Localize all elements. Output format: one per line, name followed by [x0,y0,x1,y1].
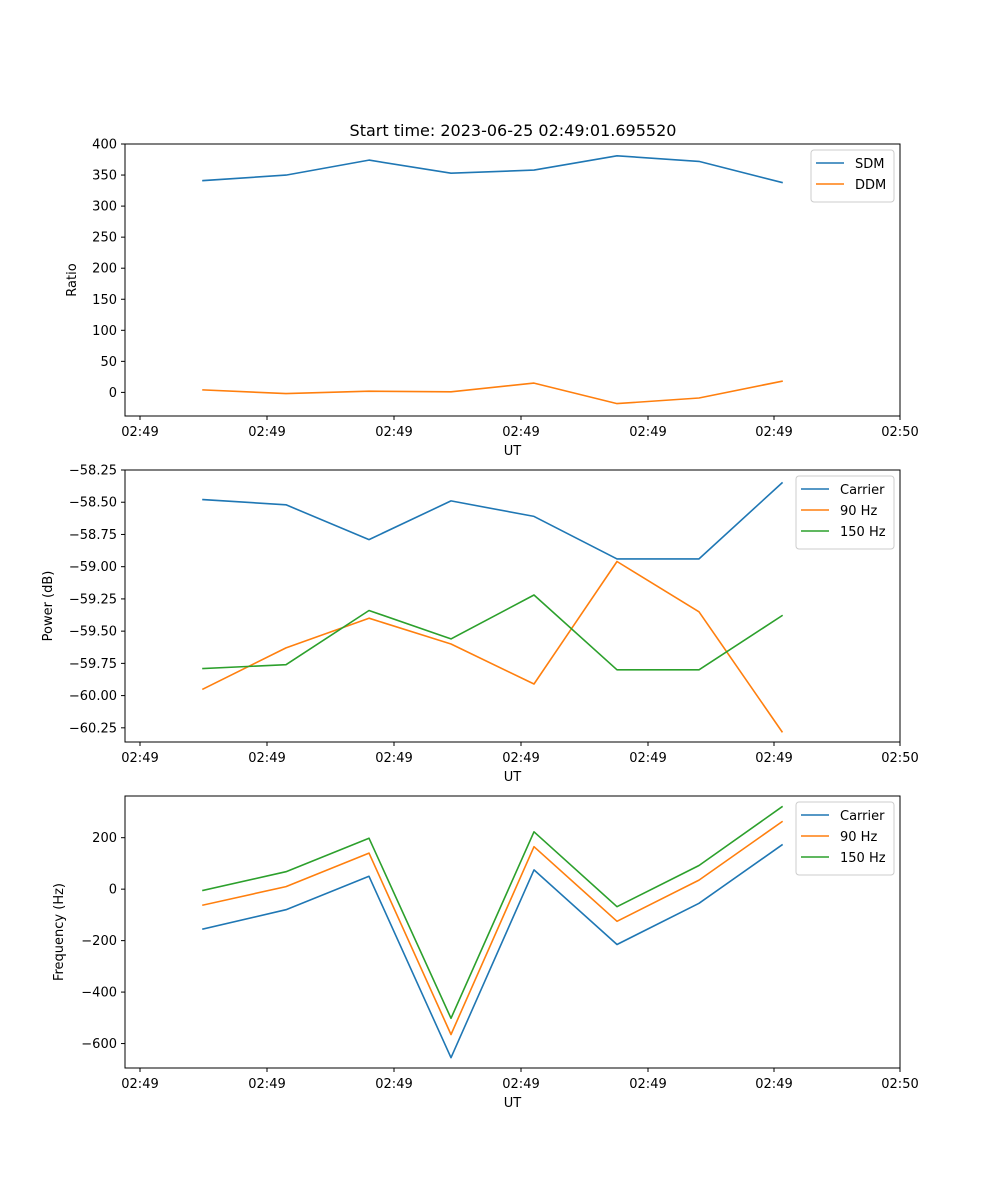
axes-frame [124,469,901,743]
y-tick-label: 150 [92,293,117,308]
chart-panel-1: 02:49 02:49 02:49 02:49 02:49 02:49 02:50 0 50 10… [65,138,919,460]
x-tick-label: 02:49 [121,751,158,766]
y-axis-label: Power (dB) [41,571,56,642]
x-tick-label: 02:50 [881,751,918,766]
series-line-90-hz [201,560,784,733]
y-tick-label: −58.50 [69,496,117,511]
legend-label: Carrier [840,809,885,824]
x-tick-label: 02:49 [121,425,158,440]
axes-frame [124,143,901,417]
series-line-sdm [202,155,783,184]
x-tick-label: 02:49 [629,425,666,440]
series-line-carrier [202,843,784,1059]
y-tick-label: −200 [81,934,117,949]
y-tick-label: 50 [100,355,117,370]
x-axis-label: UT [504,444,522,459]
legend-label: Carrier [840,483,885,498]
y-tick-label: −60.25 [69,721,117,736]
x-tick-label: 02:49 [375,425,412,440]
y-tick-label: 400 [92,138,117,153]
chart-panel-2: 02:49 02:49 02:49 02:49 02:49 02:49 02:50 −58.2… [41,464,919,786]
legend-label: SDM [855,157,884,172]
series-line-90-hz [202,820,784,1036]
chart-title: Start time: 2023-06-25 02:49:01.695520 [350,121,677,140]
y-tick-label: −60.00 [69,689,117,704]
y-axis-label: Ratio [65,263,80,296]
x-tick-label: 02:49 [248,1077,285,1092]
legend: Carrier 90 Hz 150 Hz [795,475,895,550]
y-tick-label: 200 [92,831,117,846]
x-axis-label: UT [504,1096,522,1111]
y-tick-label: −59.50 [69,625,117,640]
y-tick-label: 100 [92,324,117,339]
series-line-150-hz [202,594,784,671]
y-tick-label: −400 [81,986,117,1001]
series-line-carrier [202,481,784,560]
y-tick-label: −600 [81,1037,117,1052]
y-tick-label: 250 [92,231,117,246]
y-tick-label: −59.25 [69,592,117,607]
x-tick-label: 02:49 [755,425,792,440]
y-tick-label: −58.75 [69,528,117,543]
x-axis-label: UT [504,770,522,785]
legend-label: 150 Hz [840,525,886,540]
series-line-ddm [202,380,783,405]
x-tick-label: 02:49 [502,425,539,440]
x-tick-label: 02:49 [629,1077,666,1092]
legend: SDM DDM [810,149,895,203]
legend-label: 90 Hz [840,830,877,845]
x-tick-label: 02:49 [248,751,285,766]
x-tick-label: 02:50 [881,1077,918,1092]
x-tick-label: 02:50 [881,425,918,440]
y-tick-label: 0 [109,883,117,898]
x-tick-label: 02:49 [121,1077,158,1092]
x-tick-label: 02:49 [375,751,412,766]
chart-panel-3: 02:49 02:49 02:49 02:49 02:49 02:49 02:50 200 0 −… [52,795,919,1111]
legend: Carrier 90 Hz 150 Hz [795,801,895,876]
y-tick-label: −58.25 [69,464,117,479]
legend-label: 90 Hz [840,504,877,519]
x-tick-label: 02:49 [629,751,666,766]
y-tick-label: 350 [92,169,117,184]
x-tick-label: 02:49 [248,425,285,440]
y-tick-label: 200 [92,262,117,277]
axes-frame [124,795,901,1069]
y-axis-label: Frequency (Hz) [52,883,67,981]
legend-label: DDM [855,178,886,193]
series-line-150-hz [202,805,784,1020]
y-tick-label: −59.00 [69,560,117,575]
x-tick-label: 02:49 [375,1077,412,1092]
x-tick-label: 02:49 [502,1077,539,1092]
legend-label: 150 Hz [840,851,886,866]
y-tick-label: −59.75 [69,657,117,672]
y-tick-label: 0 [109,386,117,401]
x-tick-label: 02:49 [502,751,539,766]
x-tick-label: 02:49 [755,1077,792,1092]
x-tick-label: 02:49 [755,751,792,766]
y-tick-label: 300 [92,200,117,215]
panels: 02:49 02:49 02:49 02:49 02:49 02:49 02:50 0 50 10… [41,138,919,1112]
